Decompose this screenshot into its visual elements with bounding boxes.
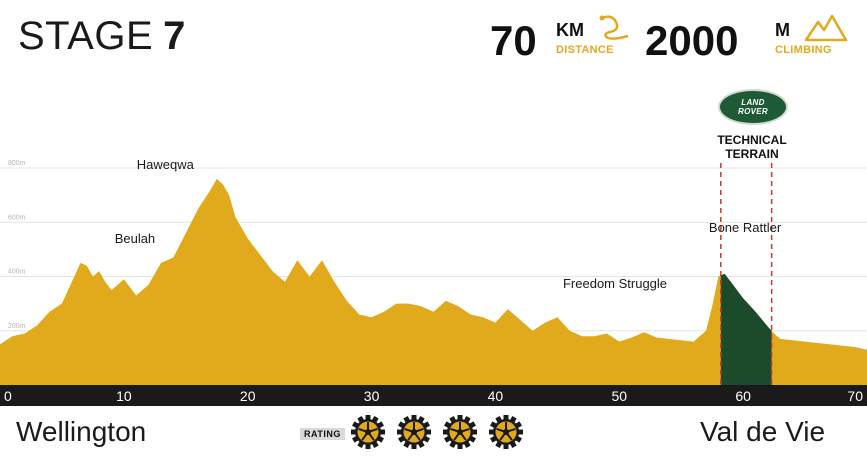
x-tick-label: 30: [364, 388, 380, 404]
x-tick-label: 10: [116, 388, 132, 404]
peak-label: Freedom Struggle: [562, 275, 668, 291]
y-tick-label: 600m: [8, 214, 26, 221]
distance-label: DISTANCE: [556, 44, 614, 56]
technical-markers: [720, 163, 773, 385]
y-tick-label: 400m: [8, 269, 26, 276]
finish-location: Val de Vie: [700, 416, 826, 447]
x-tick-label: 40: [488, 388, 504, 404]
x-axis: 0 10 20 30 40 50 60 70: [0, 385, 867, 406]
land-rover-logo: LAND ROVER: [718, 89, 788, 125]
x-tick-label: 60: [735, 388, 751, 404]
technical-terrain-line-2: TERRAIN: [725, 147, 779, 161]
peak-label: Haweqwa: [136, 156, 194, 172]
stage-label: STAGE: [18, 14, 154, 58]
x-tick-label: 50: [611, 388, 627, 404]
logo-line-2: ROVER: [738, 107, 768, 116]
route-squiggle-icon: [599, 15, 629, 40]
profile-area: [0, 178, 867, 385]
logo-line-1: LAND: [741, 98, 765, 107]
stage-number: 7: [163, 14, 186, 58]
technical-terrain-label: TECHNICAL TERRAIN: [700, 133, 804, 161]
gear-icon: [443, 415, 477, 449]
peak-label: Beulah: [114, 230, 156, 246]
x-tick-label: 70: [847, 388, 863, 404]
y-tick-label: 800m: [8, 160, 26, 167]
rating-label: RATING: [300, 428, 345, 440]
stage-title: STAGE 7: [18, 14, 186, 59]
gear-icon: [397, 415, 431, 449]
start-location: Wellington: [16, 416, 147, 447]
climbing-value: 2000: [645, 17, 739, 64]
x-tick-label: 0: [4, 388, 12, 404]
gear-icon: [489, 415, 523, 449]
x-tick-label: 20: [240, 388, 256, 404]
climbing-unit: M: [775, 20, 790, 40]
technical-section-area: [720, 273, 772, 385]
technical-terrain-line-1: TECHNICAL: [717, 133, 787, 147]
y-tick-label: 200m: [8, 323, 26, 330]
gear-icon: [351, 415, 385, 449]
x-axis-bar: [0, 385, 867, 406]
distance-unit: KM: [556, 20, 584, 40]
elevation-area: [0, 178, 867, 385]
mountain-icon: [804, 14, 848, 42]
climbing-label: CLIMBING: [775, 44, 832, 56]
peak-label: Bone Rattler: [708, 219, 782, 235]
distance-value: 70: [490, 17, 537, 64]
